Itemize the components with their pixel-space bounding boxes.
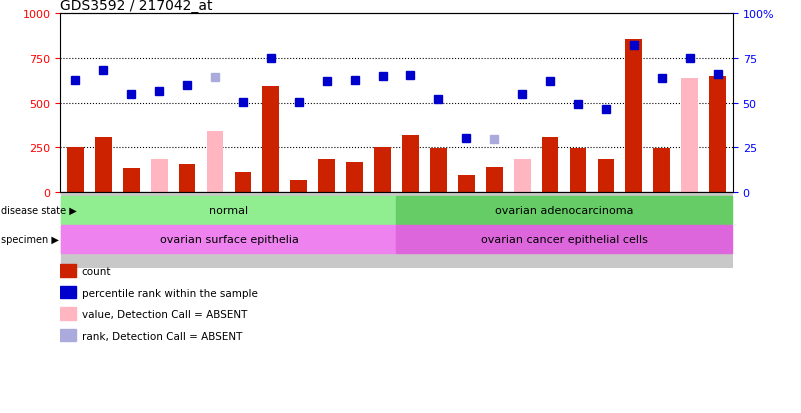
Bar bbox=[648, 192, 676, 268]
Bar bbox=[508, 192, 536, 268]
Text: rank, Detection Call = ABSENT: rank, Detection Call = ABSENT bbox=[82, 331, 242, 341]
Text: GSM359975: GSM359975 bbox=[155, 194, 163, 244]
Bar bbox=[654, 149, 670, 192]
Bar bbox=[396, 196, 731, 224]
Bar bbox=[60, 308, 75, 320]
Bar bbox=[346, 163, 363, 192]
Bar bbox=[145, 192, 173, 268]
Bar bbox=[368, 192, 396, 268]
Bar bbox=[709, 77, 726, 192]
Text: GSM360045: GSM360045 bbox=[602, 194, 610, 244]
Bar bbox=[396, 225, 731, 253]
Bar bbox=[564, 192, 592, 268]
Text: GSM359976: GSM359976 bbox=[183, 194, 191, 244]
Text: GSM359973: GSM359973 bbox=[99, 194, 108, 244]
Bar bbox=[179, 164, 195, 192]
Bar bbox=[592, 192, 620, 268]
Bar bbox=[173, 192, 201, 268]
Bar bbox=[620, 192, 648, 268]
Bar bbox=[598, 159, 614, 192]
Bar bbox=[453, 192, 481, 268]
Bar bbox=[626, 40, 642, 192]
Bar bbox=[257, 192, 285, 268]
Bar bbox=[570, 149, 586, 192]
Bar bbox=[90, 192, 117, 268]
Bar bbox=[374, 148, 391, 192]
Bar bbox=[151, 159, 167, 192]
Bar bbox=[682, 79, 698, 192]
Bar bbox=[513, 159, 530, 192]
Text: GDS3592 / 217042_at: GDS3592 / 217042_at bbox=[60, 0, 212, 14]
Text: GSM360048: GSM360048 bbox=[685, 194, 694, 244]
Bar bbox=[60, 265, 75, 277]
Text: GSM359979: GSM359979 bbox=[267, 194, 276, 244]
Bar bbox=[207, 132, 223, 192]
Bar bbox=[235, 173, 252, 192]
Bar bbox=[402, 135, 419, 192]
Text: GSM359977: GSM359977 bbox=[211, 194, 219, 244]
Bar bbox=[425, 192, 453, 268]
Bar bbox=[340, 192, 368, 268]
Text: ovarian cancer epithelial cells: ovarian cancer epithelial cells bbox=[481, 234, 647, 244]
Text: GSM360047: GSM360047 bbox=[658, 194, 666, 244]
Bar bbox=[486, 168, 502, 192]
Bar bbox=[62, 225, 396, 253]
Bar bbox=[541, 138, 558, 192]
Text: GSM360039: GSM360039 bbox=[434, 194, 443, 244]
Text: specimen ▶: specimen ▶ bbox=[1, 234, 58, 244]
Bar bbox=[229, 192, 257, 268]
Text: GSM360042: GSM360042 bbox=[517, 194, 526, 244]
Bar bbox=[201, 192, 229, 268]
Text: GSM359980: GSM359980 bbox=[294, 194, 304, 244]
Text: GSM360043: GSM360043 bbox=[545, 194, 554, 244]
Text: GSM359983: GSM359983 bbox=[378, 194, 387, 244]
Bar bbox=[263, 87, 280, 192]
Bar bbox=[318, 159, 335, 192]
Bar bbox=[481, 192, 508, 268]
Bar bbox=[703, 192, 731, 268]
Bar bbox=[117, 192, 145, 268]
Text: normal: normal bbox=[209, 205, 248, 215]
Bar bbox=[62, 196, 396, 224]
Text: GSM359981: GSM359981 bbox=[322, 194, 331, 244]
Text: GSM360044: GSM360044 bbox=[574, 194, 582, 244]
Bar bbox=[312, 192, 340, 268]
Text: disease state ▶: disease state ▶ bbox=[1, 205, 77, 215]
Bar bbox=[123, 169, 139, 192]
Bar bbox=[536, 192, 564, 268]
Text: ovarian adenocarcinoma: ovarian adenocarcinoma bbox=[495, 205, 634, 215]
Bar bbox=[285, 192, 312, 268]
Text: GSM360046: GSM360046 bbox=[630, 194, 638, 244]
Text: GSM359974: GSM359974 bbox=[127, 194, 135, 244]
Bar bbox=[60, 286, 75, 299]
Bar bbox=[676, 192, 703, 268]
Bar bbox=[67, 148, 84, 192]
Text: GSM360040: GSM360040 bbox=[462, 194, 471, 244]
Bar bbox=[458, 175, 475, 192]
Bar bbox=[291, 180, 307, 192]
Text: count: count bbox=[82, 266, 111, 276]
Text: GSM360049: GSM360049 bbox=[713, 194, 722, 244]
Text: percentile rank within the sample: percentile rank within the sample bbox=[82, 288, 257, 298]
Text: GSM359978: GSM359978 bbox=[239, 194, 248, 244]
Text: GSM360041: GSM360041 bbox=[489, 194, 499, 244]
Text: GSM359982: GSM359982 bbox=[350, 194, 359, 244]
Text: GSM359984: GSM359984 bbox=[406, 194, 415, 244]
Bar bbox=[62, 192, 90, 268]
Text: ovarian surface epithelia: ovarian surface epithelia bbox=[159, 234, 299, 244]
Text: GSM359972: GSM359972 bbox=[71, 194, 80, 244]
Text: value, Detection Call = ABSENT: value, Detection Call = ABSENT bbox=[82, 309, 247, 319]
Bar bbox=[60, 329, 75, 342]
Bar bbox=[396, 192, 425, 268]
Bar bbox=[430, 149, 447, 192]
Bar bbox=[95, 138, 111, 192]
